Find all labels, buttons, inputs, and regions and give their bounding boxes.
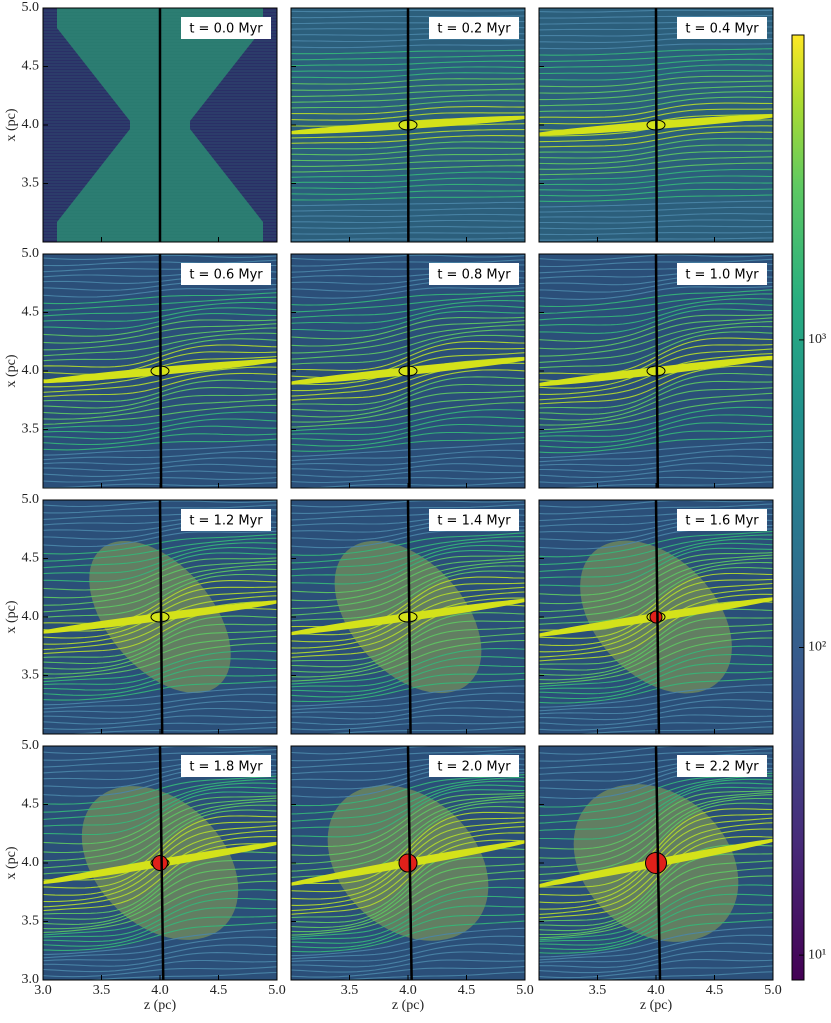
y-tick-label: 5.0 <box>22 0 40 15</box>
x-tick-label: 4.0 <box>399 983 417 998</box>
y-tick-label: 3.5 <box>22 422 40 437</box>
panel <box>280 500 536 735</box>
panel-title: t = 1.0 Myr <box>685 268 759 283</box>
x-tick-label: 3.5 <box>341 983 359 998</box>
panel <box>32 746 287 982</box>
panel-title: t = 0.4 Myr <box>685 22 759 37</box>
x-tick-label: 4.5 <box>210 983 228 998</box>
y-tick-label: 4.0 <box>22 609 40 624</box>
x-axis-label: z (pc) <box>392 998 425 1013</box>
field-line <box>408 254 409 488</box>
y-tick-label: 3.5 <box>22 914 40 929</box>
x-axis-label: z (pc) <box>640 998 673 1013</box>
colorbar-tick-label: 10¹ <box>808 947 826 962</box>
y-tick-label: 4.5 <box>22 551 40 566</box>
panel <box>528 500 784 735</box>
panel <box>280 254 537 488</box>
core <box>399 854 417 872</box>
core <box>646 853 667 874</box>
panel-title: t = 0.2 Myr <box>437 22 511 37</box>
panel-title: t = 2.2 Myr <box>685 760 759 775</box>
y-tick-label: 5.0 <box>22 738 40 753</box>
y-axis-label: x (pc) <box>4 354 19 387</box>
y-axis-label: x (pc) <box>4 600 19 633</box>
y-tick-label: 4.5 <box>22 797 40 812</box>
panel <box>32 500 288 735</box>
panel <box>43 8 277 242</box>
x-tick-label: 5.0 <box>764 983 782 998</box>
panel-title: t = 1.8 Myr <box>189 760 263 775</box>
panel <box>528 254 785 488</box>
panel-title: t = 1.4 Myr <box>437 514 511 529</box>
x-tick-label: 3.5 <box>589 983 607 998</box>
panel-title: t = 0.0 Myr <box>189 22 263 37</box>
panel-title: t = 2.0 Myr <box>437 760 511 775</box>
y-tick-label: 3.5 <box>22 668 40 683</box>
core <box>650 611 662 623</box>
colorbar-tick-label: 10³ <box>808 332 826 347</box>
x-tick-label: 5.0 <box>268 983 286 998</box>
panel-title: t = 0.6 Myr <box>189 268 263 283</box>
x-tick-label: 4.5 <box>458 983 476 998</box>
panel <box>279 8 536 242</box>
colorbar-tick-label: 10² <box>808 640 826 655</box>
panel <box>529 745 783 982</box>
y-tick-label: 5.0 <box>22 246 40 261</box>
y-tick-label: 4.5 <box>22 305 40 320</box>
core <box>153 856 168 871</box>
x-tick-label: 3.5 <box>93 983 111 998</box>
y-axis-label: x (pc) <box>4 108 19 141</box>
panel <box>527 8 784 242</box>
x-tick-label: 4.0 <box>647 983 665 998</box>
field-line <box>656 8 657 242</box>
x-tick-label: 3.0 <box>34 983 52 998</box>
y-tick-label: 4.0 <box>22 855 40 870</box>
y-tick-label: 4.0 <box>22 363 40 378</box>
panel <box>281 746 536 983</box>
x-axis-label: z (pc) <box>144 998 177 1013</box>
x-tick-label: 4.0 <box>151 983 169 998</box>
panel-title: t = 0.8 Myr <box>437 268 511 283</box>
y-tick-label: 3.5 <box>22 176 40 191</box>
colorbar <box>792 35 804 980</box>
y-tick-label: 5.0 <box>22 492 40 507</box>
field-line <box>160 254 161 488</box>
panel-title: t = 1.2 Myr <box>189 514 263 529</box>
y-axis-label: x (pc) <box>4 846 19 879</box>
panel-title: t = 1.6 Myr <box>685 514 759 529</box>
x-tick-label: 4.5 <box>706 983 724 998</box>
panel <box>31 254 288 488</box>
x-tick-label: 5.0 <box>516 983 534 998</box>
y-tick-label: 4.0 <box>22 117 40 132</box>
y-tick-label: 4.5 <box>22 59 40 74</box>
